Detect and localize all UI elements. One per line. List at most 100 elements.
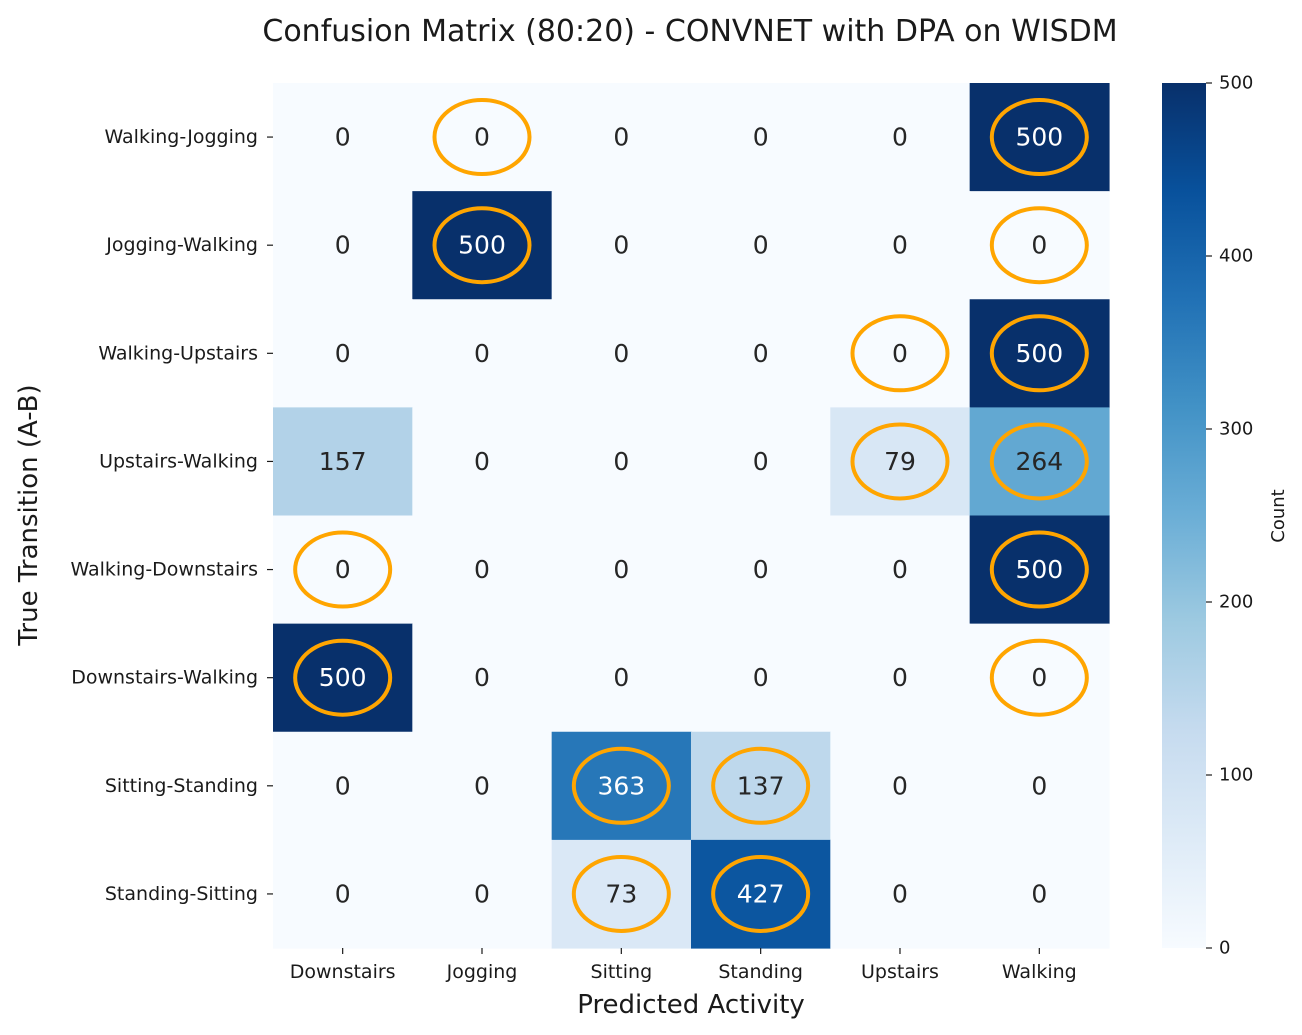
colorbar	[1162, 83, 1206, 948]
heatmap-cell	[273, 407, 413, 517]
highlight-ellipse	[711, 746, 811, 825]
highlight-ellipse	[989, 638, 1089, 717]
colorbar-tick-label: 500	[1219, 73, 1253, 94]
cell-value-label: 157	[319, 447, 367, 476]
highlight-ellipse	[571, 746, 671, 825]
cell-value-label: 0	[892, 123, 908, 152]
cell-value-label: 0	[474, 771, 490, 800]
heatmap-cell	[969, 839, 1110, 949]
cell-value-label: 0	[753, 663, 769, 692]
highlight-ellipses	[293, 98, 1089, 933]
heatmap-cell	[273, 83, 413, 192]
cell-value-label: 0	[892, 555, 908, 584]
cell-value-label: 0	[753, 123, 769, 152]
cell-value-label: 0	[474, 663, 490, 692]
heatmap-cell	[273, 839, 413, 949]
heatmap-cell	[830, 731, 971, 841]
cell-value-label: 0	[892, 771, 908, 800]
heatmap-cell	[830, 839, 971, 949]
x-tick-label: Upstairs	[861, 961, 939, 983]
heatmap-cell	[551, 515, 692, 625]
cell-value-label: 0	[613, 339, 629, 368]
heatmap-cell	[690, 515, 831, 625]
cell-value-label: 79	[884, 447, 916, 476]
heatmap-cell	[690, 83, 831, 192]
cell-value-label: 0	[1031, 771, 1047, 800]
y-tick-label: Jogging-Walking	[105, 234, 258, 256]
heatmap-cell	[830, 191, 971, 300]
cell-value-label: 0	[613, 447, 629, 476]
highlight-ellipse	[432, 206, 532, 285]
x-tick-label: Standing	[718, 961, 803, 983]
highlight-ellipse	[989, 422, 1089, 501]
cell-value-label: 500	[319, 663, 367, 692]
cell-value-label: 0	[892, 663, 908, 692]
cell-value-label: 0	[753, 231, 769, 260]
heatmap-cell	[690, 191, 831, 300]
cell-value-label: 500	[1015, 123, 1063, 152]
heatmap-cells	[273, 83, 1110, 949]
cell-value-label: 0	[474, 555, 490, 584]
heatmap-cell	[551, 191, 692, 300]
highlight-ellipse	[850, 422, 950, 501]
cell-value-label: 427	[737, 879, 785, 908]
highlight-ellipse	[850, 314, 950, 393]
heatmap-cell	[969, 731, 1110, 841]
cell-value-label: 0	[613, 231, 629, 260]
cell-value-label: 0	[1031, 663, 1047, 692]
highlight-ellipse	[711, 854, 811, 933]
y-tick-label: Walking-Downstairs	[70, 559, 258, 581]
cell-value-label: 264	[1015, 447, 1063, 476]
x-axis-ticks: Downstairs Jogging Sitting Standing Upstairs…	[290, 948, 1077, 983]
cell-value-label: 0	[1031, 231, 1047, 260]
colorbar-ticks: 0 100 200 300 400 500	[1206, 73, 1253, 959]
y-tick-label: Walking-Upstairs	[98, 342, 258, 364]
cell-value-label: 0	[892, 231, 908, 260]
cell-value-label: 500	[1015, 555, 1063, 584]
x-tick-label: Downstairs	[290, 961, 396, 983]
cell-value-label: 0	[335, 555, 351, 584]
cell-value-label: 500	[1015, 339, 1063, 368]
heatmap-cell	[551, 623, 692, 733]
cell-value-label: 0	[474, 123, 490, 152]
cell-value-label: 0	[892, 879, 908, 908]
y-tick-label: Downstairs-Walking	[71, 667, 258, 689]
cell-value-label: 363	[597, 771, 645, 800]
colorbar-tick-label: 200	[1219, 592, 1253, 613]
heatmap-cell	[412, 515, 553, 625]
cell-value-label: 0	[474, 447, 490, 476]
cell-value-label: 137	[737, 771, 785, 800]
heatmap-cell	[273, 731, 413, 841]
cell-value-label: 0	[753, 447, 769, 476]
x-tick-label: Sitting	[591, 961, 653, 983]
colorbar-label: Count	[1268, 489, 1289, 542]
y-tick-label: Walking-Jogging	[104, 126, 258, 148]
heatmap-cell	[551, 299, 692, 408]
highlight-ellipse	[989, 206, 1089, 285]
heatmap-cell	[830, 515, 971, 625]
cell-value-label: 0	[613, 123, 629, 152]
cell-value-label: 500	[458, 231, 506, 260]
cell-value-label: 0	[753, 555, 769, 584]
colorbar-tick-label: 300	[1219, 419, 1253, 440]
colorbar-tick-label: 100	[1219, 765, 1253, 786]
heatmap-cell	[273, 299, 413, 408]
cell-value-label: 0	[613, 663, 629, 692]
heatmap-cell	[830, 623, 971, 733]
heatmap-cell	[690, 407, 831, 517]
heatmap-cell	[273, 191, 413, 300]
chart-title: Confusion Matrix (80:20) - CONVNET with …	[262, 14, 1117, 49]
highlight-ellipse	[989, 530, 1089, 609]
highlight-ellipse	[293, 530, 393, 609]
highlight-ellipse	[432, 98, 532, 177]
x-tick-label: Jogging	[446, 961, 518, 983]
cell-value-label: 0	[753, 339, 769, 368]
y-axis-ticks: Walking-Jogging Jogging-Walking Walking-Up…	[70, 126, 273, 905]
cell-value-label: 0	[335, 771, 351, 800]
heatmap-cell	[830, 83, 971, 192]
heatmap-cell	[551, 83, 692, 192]
heatmap-cell	[690, 623, 831, 733]
cell-value-label: 0	[335, 339, 351, 368]
x-tick-label: Walking	[1002, 961, 1077, 983]
